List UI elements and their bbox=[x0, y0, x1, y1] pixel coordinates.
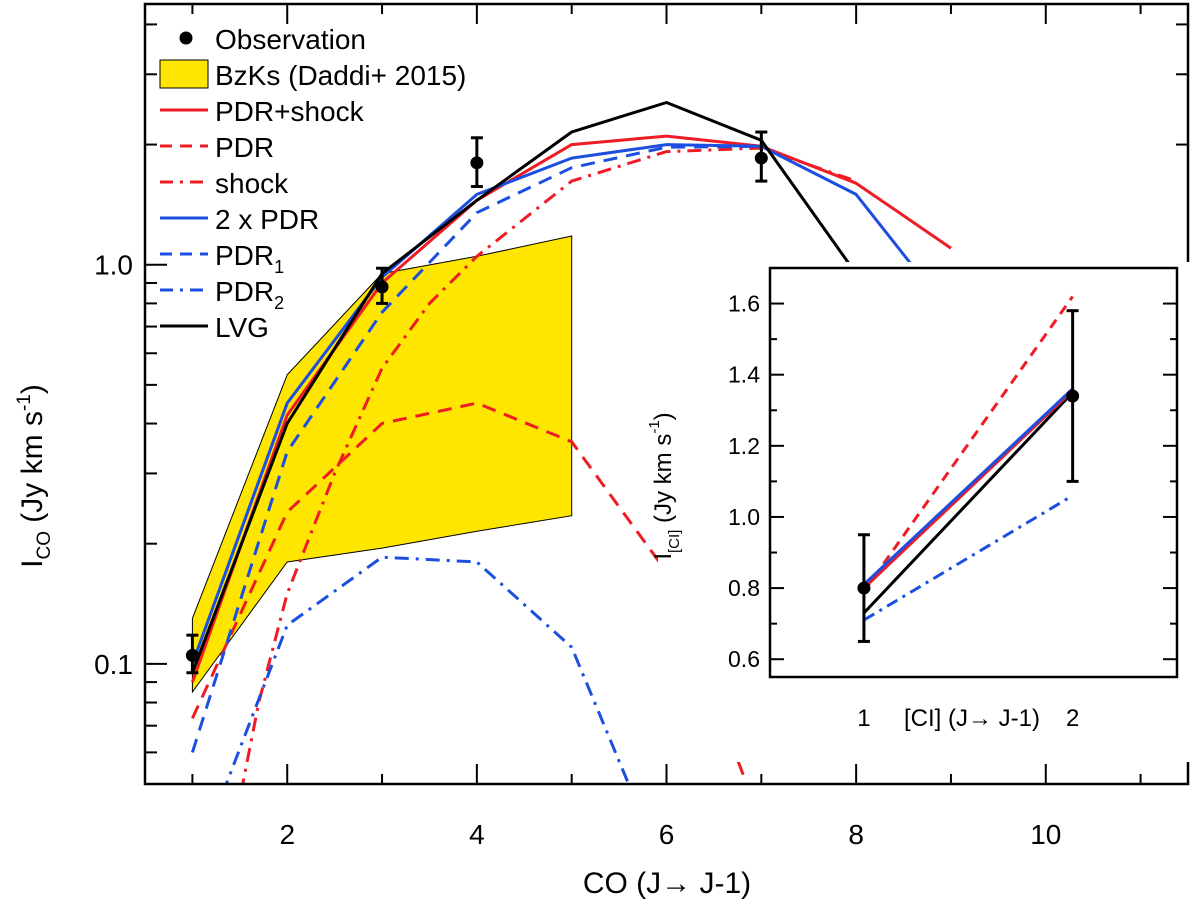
inset-obs-point bbox=[857, 581, 871, 595]
inset-x-axis-label: [CI] (J→ J-1) bbox=[904, 705, 1040, 732]
series-line-pdr2 bbox=[224, 555, 630, 784]
inset-x-tick-label: 1 bbox=[857, 705, 870, 732]
legend-item-lvg: LVG bbox=[160, 312, 269, 343]
inset-y-tick-label: 1.2 bbox=[728, 433, 760, 459]
obs-point bbox=[470, 156, 484, 170]
legend-swatch bbox=[159, 59, 209, 89]
legend-item-pdr2: PDR2 bbox=[160, 276, 284, 313]
legend: Observation BzKs (Daddi+ 2015) PDR+shock PD… bbox=[159, 24, 466, 343]
legend-item-pdr-shock: PDR+shock bbox=[160, 96, 365, 127]
inset-plot-area bbox=[770, 268, 1177, 677]
inset-plot-frame bbox=[768, 266, 1179, 679]
inset-axes-group: 0.6 0.8 1.0 1.2 1.4 1.6 1 2 bbox=[728, 266, 1179, 732]
x-tick-label: 10 bbox=[1030, 819, 1061, 850]
legend-item-observation: Observation bbox=[179, 24, 366, 55]
legend-label: PDR bbox=[215, 132, 274, 163]
svg-text:I[CI] (Jy km s-1): I[CI] (Jy km s-1) bbox=[646, 412, 683, 559]
series-line-2-x-pdr bbox=[190, 143, 953, 665]
series-line-pdr1 bbox=[190, 144, 762, 753]
legend-marker bbox=[179, 31, 193, 45]
series-line-lvg bbox=[190, 101, 953, 674]
inset-series-line-pdr bbox=[862, 295, 1074, 593]
legend-item-bzks-daddi-2015: BzKs (Daddi+ 2015) bbox=[159, 59, 466, 91]
inset-y-tick-label: 1.6 bbox=[728, 291, 760, 317]
inset-series-line-lvg bbox=[862, 391, 1074, 615]
bzk-band-group bbox=[191, 235, 573, 694]
inset-series-group bbox=[862, 295, 1074, 622]
y-axis-label: ICO (Jy km s-1) bbox=[14, 384, 55, 568]
x-axis-label: CO (J→ J-1) bbox=[583, 867, 751, 900]
obs-point bbox=[375, 280, 389, 294]
inset-series-line-2-x-pdr bbox=[862, 387, 1074, 586]
x-tick-label: 4 bbox=[469, 819, 485, 850]
inset-series-line-pdr-shock bbox=[862, 389, 1074, 590]
inset-observations-group bbox=[857, 309, 1080, 643]
inset-obs-point bbox=[1066, 389, 1080, 403]
y-tick-label: 1.0 bbox=[94, 250, 133, 281]
inset-x-tick-label: 2 bbox=[1066, 705, 1079, 732]
legend-item-pdr: PDR bbox=[160, 132, 274, 163]
series-line-shock bbox=[241, 146, 857, 784]
legend-label: shock bbox=[215, 168, 289, 199]
legend-label: Observation bbox=[215, 24, 366, 55]
legend-label: LVG bbox=[215, 312, 269, 343]
inset-y-tick-label: 1.4 bbox=[728, 362, 760, 388]
obs-point bbox=[185, 648, 199, 662]
inset-y-tick-label: 1.0 bbox=[728, 504, 760, 530]
x-tick-label: 6 bbox=[659, 819, 675, 850]
inset-y-tick-label: 0.6 bbox=[728, 646, 760, 672]
inset-y-tick-label: 0.8 bbox=[728, 575, 760, 601]
bzk-band bbox=[191, 235, 573, 694]
y-tick-label: 0.1 bbox=[94, 649, 133, 680]
x-tick-label: 2 bbox=[279, 819, 295, 850]
legend-label: PDR+shock bbox=[215, 96, 365, 127]
legend-label: PDR2 bbox=[215, 276, 284, 313]
x-tick-label: 8 bbox=[848, 819, 864, 850]
legend-item-pdr1: PDR1 bbox=[160, 240, 284, 277]
legend-label: BzKs (Daddi+ 2015) bbox=[215, 60, 466, 91]
svg-text:ICO (Jy km s-1): ICO (Jy km s-1) bbox=[14, 384, 55, 568]
legend-item-2-x-pdr: 2 x PDR bbox=[160, 204, 319, 235]
main-observations-group bbox=[185, 130, 768, 675]
legend-label: 2 x PDR bbox=[215, 204, 319, 235]
legend-item-shock: shock bbox=[160, 168, 289, 199]
legend-label: PDR1 bbox=[215, 240, 284, 277]
inset-y-axis-label: I[CI] (Jy km s-1) bbox=[646, 412, 683, 559]
obs-point bbox=[754, 151, 768, 165]
